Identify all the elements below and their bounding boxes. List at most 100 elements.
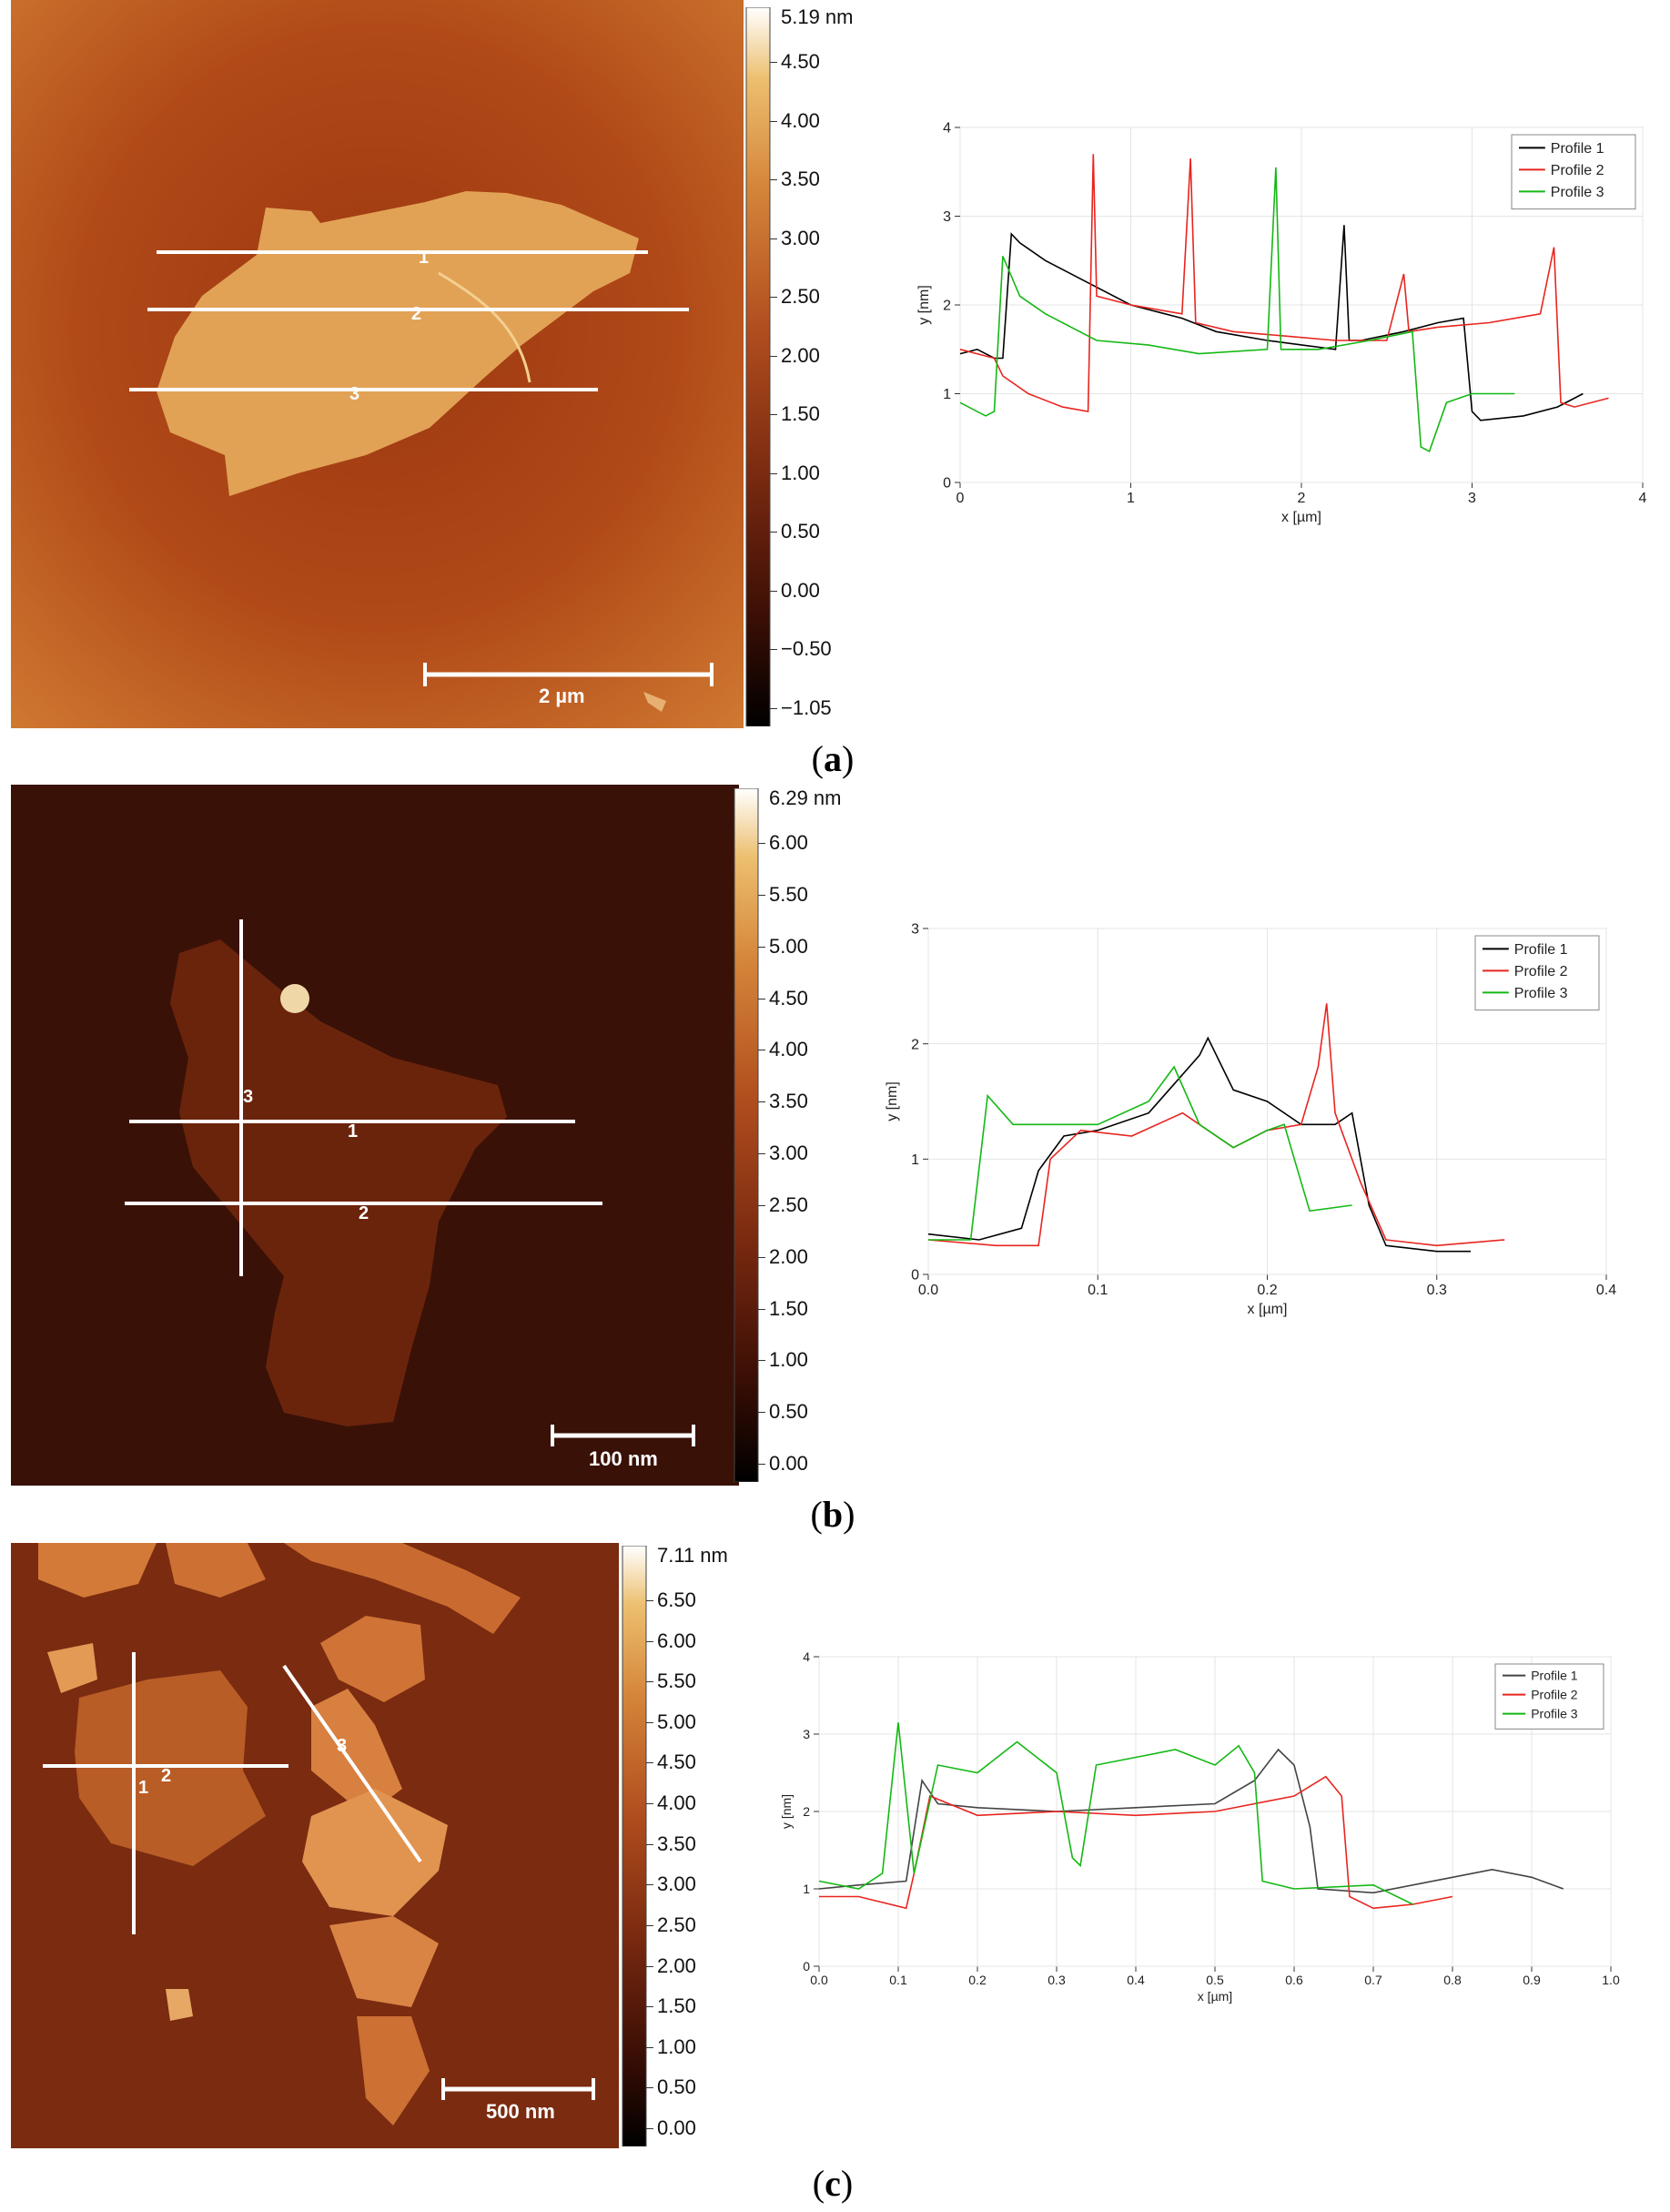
y-tick-label: 3 [803,1727,810,1741]
x-axis-label: x [µm] [1198,1989,1232,2004]
y-axis-label: y [nm] [916,285,932,325]
afm-image-c: 1 2 3 500 nm [11,1543,619,2148]
y-tick-label: 0 [943,476,951,492]
x-tick-label: 0.3 [1427,1283,1447,1298]
colorbar-tick-label: 2.00 [657,1953,696,1977]
legend-label: Profile 1 [1514,942,1568,958]
flake-c-3 [284,1543,521,1634]
y-tick-label: 4 [943,121,951,137]
y-tick-label: 4 [803,1649,810,1664]
colorbar-tick-mark [646,1803,653,1805]
x-tick-label: 1 [1127,491,1135,506]
colorbar-tick-mark [646,2087,653,2089]
colorbar-tick-label: 6.50 [657,1588,696,1611]
colorbar-tick-mark [646,1681,653,1683]
series-line-profile-2 [819,1775,1453,1910]
flake-c-1 [38,1543,157,1598]
x-axis-label: x [µm] [1248,1302,1288,1317]
colorbar-b: 6.29 nm 6.00 5.50 5.00 4.50 4.00 3.50 3.00 2.50… [733,786,887,1482]
colorbar-tick-mark [646,1965,653,1967]
colorbar-tick-mark [770,649,777,651]
colorbar-tick-mark [758,946,765,948]
x-tick-label: 0.4 [1596,1283,1616,1298]
flake-a [157,191,639,496]
x-tick-label: 0.9 [1523,1973,1541,1987]
colorbar-tick-label: 4.00 [769,1038,808,1061]
colorbar-tick-mark [770,62,777,63]
legend-label: Profile 3 [1514,986,1568,1001]
scale-bar-label-a: 2 µm [539,685,585,707]
x-tick-label: 0.0 [918,1283,938,1298]
y-tick-label: 3 [943,209,951,225]
y-tick-label: 0 [803,1959,810,1974]
colorbar-tick-label: 3.00 [657,1872,696,1896]
profile-chart-a: 0 1 2 3 4 0 1 2 3 4 x [µm] y [nm] Profile 1 Profile 2… [906,109,1661,583]
colorbar-tick-label: 1.00 [657,2034,696,2058]
x-tick-label: 0.3 [1048,1973,1066,1987]
profile-chart-c: 0.0 0.1 0.2 0.3 0.4 0.5 0.6 0.7 0.8 0.9 1.0 0 1 2 3 4 x … [774,1648,1620,2030]
profile-label-2-c: 2 [161,1766,172,1786]
x-tick-label: 1.0 [1602,1973,1620,1987]
y-axis-label: y [nm] [779,1794,794,1829]
colorbar-tick-label: 3.50 [781,167,820,191]
colorbar-tick-label: 2.50 [657,1913,696,1936]
colorbar-tick-mark [646,1600,653,1601]
flake-c-4 [75,1670,266,1866]
profile-label-1-b: 1 [348,1121,359,1142]
colorbar-tick-mark [758,1153,765,1154]
colorbar-tick-mark [646,2006,653,2008]
colorbar-tick-label: 1.00 [769,1348,808,1372]
colorbar-tick-label: 2.50 [781,285,820,309]
colorbar-tick-mark [646,1884,653,1886]
colorbar-tick-mark [646,1924,653,1926]
colorbar-tick-label: 3.00 [781,226,820,249]
colorbar-tick-mark [770,472,777,474]
colorbar-tick-label: 0.50 [657,2075,696,2099]
series-line-profile-3 [818,1722,1413,1905]
colorbar-tick-label: 4.50 [657,1750,696,1774]
colorbar-tick-label: 0.00 [781,578,820,602]
x-tick-label: 0.8 [1443,1973,1462,1987]
flake-c-8 [302,1789,448,1916]
colorbar-tick-label: 4.00 [657,1791,696,1815]
profile-chart-b: 0.0 0.1 0.2 0.3 0.4 0 1 2 3 x [µm] y [nm] Profile 1… [874,910,1629,1356]
series-line-profile-3 [928,1065,1352,1241]
y-tick-label: 2 [803,1804,810,1819]
series-line-profile-2 [959,154,1609,412]
legend-label: Profile 3 [1551,185,1604,200]
colorbar-tick-label: 0.00 [769,1452,808,1475]
profile-label-3-b: 3 [243,1087,254,1107]
colorbar-tick-mark [758,1360,765,1362]
series-line-profile-1 [927,1036,1471,1253]
colorbar-tick-mark [646,1640,653,1642]
flake-c-6 [320,1616,425,1702]
series-line-profile-1 [959,225,1584,421]
colorbar-tick-label: 4.00 [781,108,820,132]
flake-c-7 [311,1689,402,1816]
colorbar-tick-label: 5.50 [769,882,808,906]
colorbar-tick-mark [770,355,777,357]
legend-label: Profile 3 [1531,1707,1578,1721]
colorbar-tick-label: 2.00 [769,1244,808,1268]
colorbar-a: 5.19 nm 4.50 4.00 3.50 3.00 2.50 2.00 1.50 1.00… [744,5,899,726]
legend-label: Profile 2 [1531,1688,1578,1702]
colorbar-tick-label: 1.00 [781,461,820,484]
colorbar-tick-label: 3.50 [657,1831,696,1855]
colorbar-c: 7.11 nm 6.50 6.00 5.50 5.00 4.50 4.00 3.50 3.00… [621,1544,775,2146]
colorbar-tick-mark [758,1204,765,1206]
legend-label: Profile 2 [1551,163,1604,178]
bright-spot-b [280,984,309,1013]
x-tick-label: 0.1 [889,1973,907,1987]
profile-label-3-a: 3 [349,384,360,404]
colorbar-tick-mark [770,590,777,592]
x-tick-label: 0.2 [968,1973,987,1987]
caption-a: (a) [811,738,855,779]
y-tick-label: 1 [911,1152,919,1168]
flake-c-10 [357,2016,430,2126]
colorbar-tick-mark [770,708,777,709]
colorbar-tick-mark [646,1762,653,1764]
colorbar-tick-label: 2.00 [781,343,820,367]
series-line-profile-3 [959,167,1515,453]
colorbar-tick-label: −1.05 [781,696,832,719]
colorbar-tick-label: 3.50 [769,1090,808,1113]
